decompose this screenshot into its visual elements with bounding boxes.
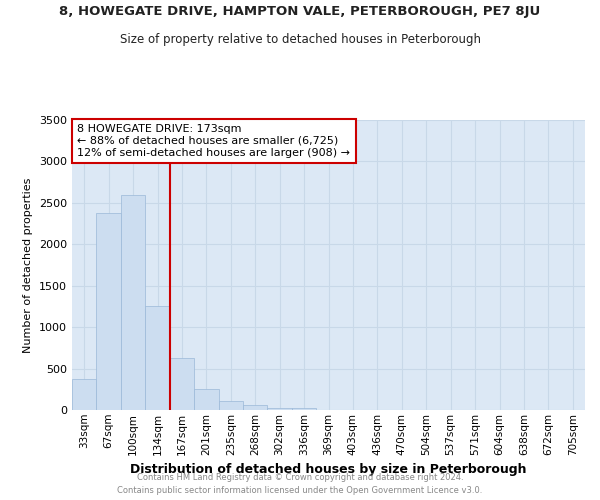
Text: 8 HOWEGATE DRIVE: 173sqm
← 88% of detached houses are smaller (6,725)
12% of sem: 8 HOWEGATE DRIVE: 173sqm ← 88% of detach… [77, 124, 350, 158]
Bar [145, 306, 170, 410]
Bar [72, 379, 97, 410]
Bar [97, 213, 121, 410]
Text: Contains public sector information licensed under the Open Government Licence v3: Contains public sector information licen… [118, 486, 482, 495]
Bar [121, 194, 145, 410]
Y-axis label: Number of detached properties: Number of detached properties [23, 178, 34, 352]
Bar [194, 390, 218, 410]
Text: Contains HM Land Registry data © Crown copyright and database right 2024.: Contains HM Land Registry data © Crown c… [137, 472, 463, 482]
X-axis label: Distribution of detached houses by size in Peterborough: Distribution of detached houses by size … [130, 463, 527, 476]
Bar [170, 358, 194, 410]
Bar [218, 401, 243, 410]
Text: 8, HOWEGATE DRIVE, HAMPTON VALE, PETERBOROUGH, PE7 8JU: 8, HOWEGATE DRIVE, HAMPTON VALE, PETERBO… [59, 5, 541, 18]
Bar [243, 406, 268, 410]
Text: Size of property relative to detached houses in Peterborough: Size of property relative to detached ho… [119, 32, 481, 46]
Bar [292, 408, 316, 410]
Bar [268, 408, 292, 410]
